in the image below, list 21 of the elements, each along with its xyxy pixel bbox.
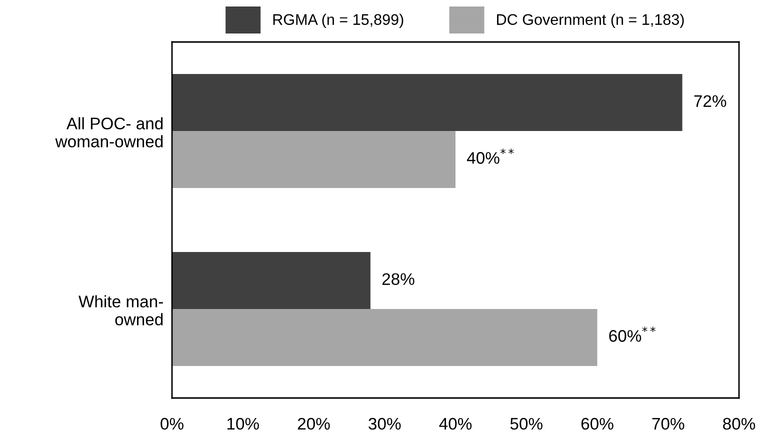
data-label: 28% (382, 273, 414, 285)
x-tick-label: 0% (160, 418, 184, 430)
x-tick-label: 80% (723, 418, 756, 430)
bar (172, 252, 370, 309)
x-tick-label: 70% (652, 418, 684, 430)
x-tick-label: 40% (439, 418, 472, 430)
data-label: 40%$^{**}$ (466, 148, 514, 164)
y-tick-label: White man- owned (78, 295, 163, 326)
x-tick-label: 20% (298, 418, 330, 430)
y-tick-label: All POC- and woman-owned (55, 117, 163, 148)
bar (172, 131, 456, 188)
x-tick-label: 50% (510, 418, 542, 430)
bar (172, 309, 598, 366)
x-tick-label: 10% (227, 418, 259, 430)
x-tick-label: 60% (581, 418, 614, 430)
x-tick-label: 30% (368, 418, 401, 430)
bar (172, 74, 682, 131)
data-label: 72% (694, 95, 726, 107)
data-label: 60%$^{**}$ (609, 326, 656, 342)
legend-label: RGMA (n = 15,899) (273, 14, 404, 28)
legend-label: DC Government (n = 1,183) (497, 14, 684, 28)
